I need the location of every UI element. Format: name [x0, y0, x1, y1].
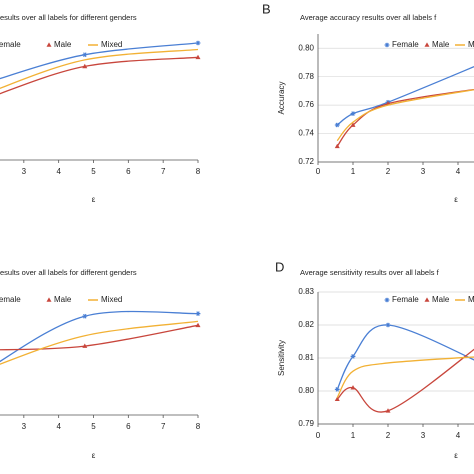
- x-tick-label: 7: [161, 422, 166, 431]
- female-marker: [350, 353, 356, 359]
- series-line: [0, 320, 199, 365]
- legend-label: Male: [432, 40, 450, 49]
- panel-letter: B: [262, 1, 271, 16]
- panel: esults over all labels for different gen…: [0, 13, 201, 204]
- legend-label: Male: [54, 40, 72, 49]
- legend-swatch: [424, 297, 430, 302]
- male-marker: [82, 63, 88, 69]
- female-marker: [82, 313, 88, 319]
- x-tick-label: 1: [351, 167, 356, 176]
- panel-title: esults over all labels for different gen…: [0, 268, 137, 277]
- panel-title: Average sensitivity results over all lab…: [300, 268, 440, 277]
- x-tick-label: 0: [316, 167, 321, 176]
- y-tick-label: 0.76: [298, 100, 314, 109]
- x-tick-label: 2: [386, 431, 391, 440]
- legend-swatch: [46, 297, 52, 302]
- series-line: [0, 48, 199, 90]
- x-tick-label: 8: [196, 422, 201, 431]
- x-tick-label: 0: [316, 431, 321, 440]
- y-tick-label: 0.80: [298, 386, 314, 395]
- x-tick-label: 4: [56, 167, 61, 176]
- y-axis-label: Accuracy: [277, 82, 286, 115]
- x-tick-label: 1: [351, 431, 356, 440]
- legend-swatch: [384, 297, 390, 303]
- female-marker: [350, 111, 356, 117]
- x-tick-label: 3: [421, 431, 426, 440]
- x-tick-label: 5: [91, 167, 96, 176]
- x-axis-label: ε: [454, 195, 458, 204]
- x-tick-label: 2: [386, 167, 391, 176]
- y-tick-label: 0.83: [298, 287, 314, 296]
- y-tick-label: 0.79: [298, 419, 314, 428]
- series-line: [336, 89, 474, 142]
- legend-label: Female: [392, 40, 419, 49]
- legend-label: Male: [54, 295, 72, 304]
- series-line: [336, 348, 474, 413]
- x-tick-label: 7: [161, 167, 166, 176]
- x-tick-label: 4: [56, 422, 61, 431]
- y-axis-label: Sensitivity: [277, 340, 286, 376]
- panel: D Average sensitivity results over all la…: [275, 259, 474, 460]
- male-marker: [195, 54, 201, 60]
- female-marker: [334, 386, 340, 392]
- y-tick-label: 0.72: [298, 157, 314, 166]
- x-tick-label: 5: [91, 422, 96, 431]
- x-axis-label: ε: [454, 451, 458, 460]
- x-tick-label: 3: [22, 422, 27, 431]
- legend-label: Mixed: [468, 295, 474, 304]
- legend-swatch: [424, 42, 430, 47]
- panel: esults over all labels for different gen…: [0, 268, 201, 460]
- panel-title: Average accuracy results over all labels…: [300, 13, 437, 22]
- male-marker: [334, 396, 340, 402]
- panel-title: esults over all labels for different gen…: [0, 13, 137, 22]
- y-tick-label: 0.81: [298, 353, 314, 362]
- x-tick-label: 3: [421, 167, 426, 176]
- x-tick-label: 3: [22, 167, 27, 176]
- series-line: [0, 42, 199, 80]
- y-tick-label: 0.74: [298, 129, 314, 138]
- x-tick-label: 6: [126, 422, 131, 431]
- female-marker: [195, 311, 201, 316]
- x-tick-label: 8: [196, 167, 201, 176]
- legend-label: Female: [0, 295, 21, 304]
- series-line: [336, 66, 474, 126]
- series-line: [336, 324, 474, 390]
- x-axis-label: ε: [92, 195, 96, 204]
- legend-swatch: [46, 42, 52, 47]
- female-marker: [334, 122, 340, 128]
- y-tick-label: 0.78: [298, 72, 314, 81]
- series-line: [336, 88, 474, 147]
- panel: B Average accuracy results over all label…: [262, 1, 474, 204]
- female-marker: [195, 40, 201, 46]
- x-axis-label: ε: [92, 451, 96, 460]
- legend-label: Mixed: [468, 40, 474, 49]
- x-tick-label: 4: [456, 431, 461, 440]
- male-marker: [82, 343, 88, 348]
- legend-label: Female: [0, 40, 21, 49]
- panel-letter: D: [275, 259, 284, 274]
- series-line: [0, 324, 199, 351]
- female-marker: [385, 322, 391, 328]
- legend-label: Female: [392, 295, 419, 304]
- male-marker: [350, 122, 356, 127]
- male-marker: [195, 322, 201, 328]
- y-tick-label: 0.82: [298, 320, 314, 329]
- series-line: [336, 356, 474, 398]
- male-marker: [334, 143, 340, 149]
- series-line: [0, 310, 199, 363]
- x-tick-label: 6: [126, 167, 131, 176]
- male-marker: [385, 408, 391, 413]
- legend-label: Mixed: [101, 40, 122, 49]
- male-marker: [350, 385, 356, 390]
- x-tick-label: 4: [456, 167, 461, 176]
- legend-label: Mixed: [101, 295, 122, 304]
- y-tick-label: 0.80: [298, 43, 314, 52]
- female-marker: [82, 52, 88, 58]
- legend-swatch: [384, 42, 390, 48]
- legend-label: Male: [432, 295, 450, 304]
